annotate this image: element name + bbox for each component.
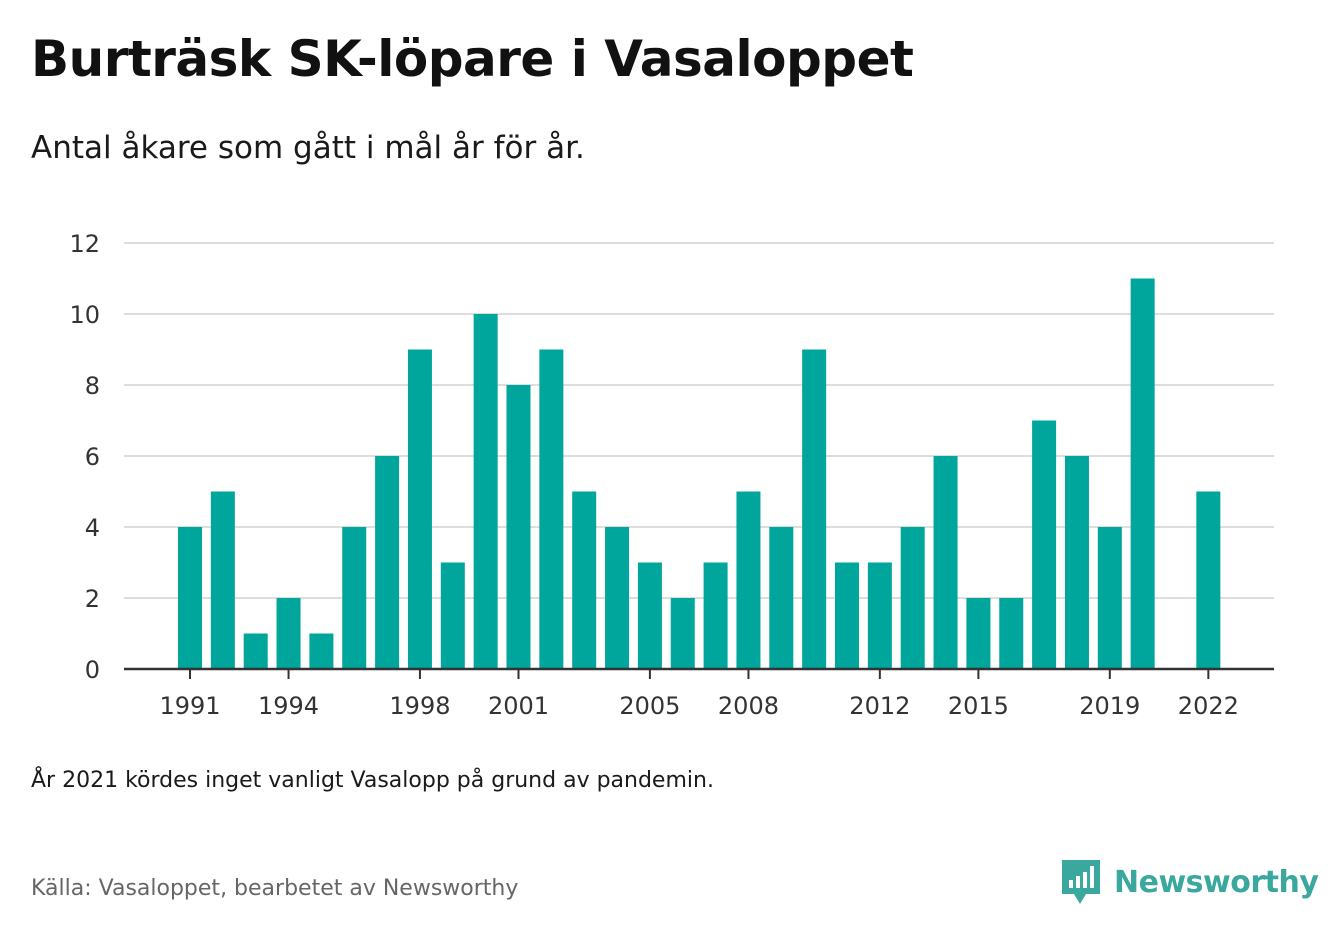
y-tick-label: 8 xyxy=(85,372,100,400)
bar-2000 xyxy=(473,314,498,669)
bar-2012 xyxy=(867,562,892,669)
x-tick-label: 2012 xyxy=(849,692,910,720)
bar-1998 xyxy=(407,349,432,669)
bar-2003 xyxy=(572,491,597,669)
x-tick-label: 2005 xyxy=(619,692,680,720)
bar-1991 xyxy=(178,527,202,669)
chart-title: Burträsk SK-löpare i Vasaloppet xyxy=(31,30,914,88)
y-tick-label: 4 xyxy=(85,514,100,542)
y-tick-label: 12 xyxy=(69,230,100,258)
bar-2020 xyxy=(1130,278,1155,669)
bar-2014 xyxy=(933,456,958,669)
bar-2009 xyxy=(769,527,794,669)
bar-2022 xyxy=(1196,491,1221,669)
bar-2004 xyxy=(605,527,630,669)
bar-2010 xyxy=(802,349,827,669)
brand-name: Newsworthy xyxy=(1114,864,1319,900)
y-tick-label: 6 xyxy=(85,443,100,471)
bar-2013 xyxy=(900,527,925,669)
bar-1993 xyxy=(243,633,268,669)
brand-logo: Newsworthy xyxy=(1060,858,1319,906)
bar-2015 xyxy=(966,598,991,669)
x-tick-label: 1998 xyxy=(389,692,450,720)
bar-1994 xyxy=(276,598,301,669)
bar-2016 xyxy=(999,598,1024,669)
bar-2008 xyxy=(736,491,761,669)
newsworthy-logo-icon xyxy=(1062,860,1100,904)
bar-2018 xyxy=(1064,456,1089,669)
y-tick-label: 0 xyxy=(85,656,100,684)
x-tick-label: 1994 xyxy=(258,692,319,720)
bar-2019 xyxy=(1097,527,1122,669)
x-tick-label: 1991 xyxy=(159,692,220,720)
axes: 0 2 4 6 8 10 12 1991 1994 1998 2001 2005 2008 2012 201… xyxy=(69,230,1274,720)
y-tick-label: 10 xyxy=(69,301,100,329)
y-tick-label: 2 xyxy=(85,585,100,613)
x-tick-label: 2001 xyxy=(488,692,549,720)
bar-1995 xyxy=(309,633,334,669)
x-tick-label: 2022 xyxy=(1178,692,1239,720)
bar-1997 xyxy=(375,456,400,669)
bar-1999 xyxy=(440,562,465,669)
x-tick-label: 2019 xyxy=(1079,692,1140,720)
bar-2017 xyxy=(1032,420,1057,669)
bar-2002 xyxy=(539,349,564,669)
bar-2007 xyxy=(703,562,728,669)
bar-1996 xyxy=(342,527,367,669)
bar-2001 xyxy=(506,385,531,669)
bars xyxy=(178,278,1221,669)
chart-subtitle: Antal åkare som gått i mål år för år. xyxy=(31,130,585,166)
footnote: År 2021 kördes inget vanligt Vasalopp på… xyxy=(31,768,714,793)
x-tick-label: 2008 xyxy=(718,692,779,720)
bar-1992 xyxy=(210,491,235,669)
bar-2011 xyxy=(835,562,859,669)
bar-2005 xyxy=(637,562,662,669)
bar-2006 xyxy=(670,598,695,669)
bar-chart: 0 2 4 6 8 10 12 1991 1994 1998 2001 2005 2008 2012 201… xyxy=(69,230,1274,720)
x-tick-label: 2015 xyxy=(948,692,1009,720)
source-text: Källa: Vasaloppet, bearbetet av Newswort… xyxy=(31,876,519,901)
